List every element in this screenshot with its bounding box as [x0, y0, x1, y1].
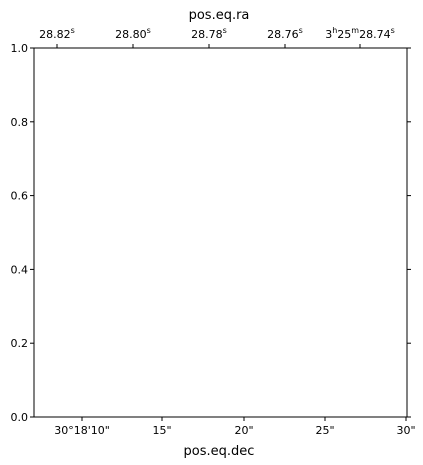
top-tick-label: 28.82s — [39, 26, 75, 41]
left-tick-label: 0.6 — [11, 190, 29, 203]
bottom-axis-title: pos.eq.dec — [184, 444, 255, 459]
ticks-layer: 0.0 0.2 0.4 0.6 0.8 1.0 30°18'10" 15" 20" 25" 30" 2… — [11, 26, 416, 437]
bottom-tick-label: 30°18'10" — [54, 424, 110, 437]
bottom-tick-label: 20" — [234, 424, 253, 437]
top-axis-title: pos.eq.ra — [189, 8, 250, 23]
left-tick-label: 0.4 — [11, 263, 29, 276]
top-tick-label: 28.76s — [267, 26, 303, 41]
left-tick-label: 0.2 — [11, 337, 29, 350]
left-tick-label: 1.0 — [11, 42, 29, 55]
top-tick-label: 28.80s — [115, 26, 151, 41]
left-tick-label: 0.8 — [11, 116, 29, 129]
left-tick-label: 0.0 — [11, 411, 29, 424]
bottom-tick-label: 30" — [396, 424, 415, 437]
bottom-tick-label: 25" — [315, 424, 334, 437]
top-tick-label: 28.78s — [191, 26, 227, 41]
plot-frame — [33, 47, 408, 418]
top-tick-label: 3h25m28.74s — [325, 26, 395, 41]
bottom-tick-label: 15" — [152, 424, 171, 437]
